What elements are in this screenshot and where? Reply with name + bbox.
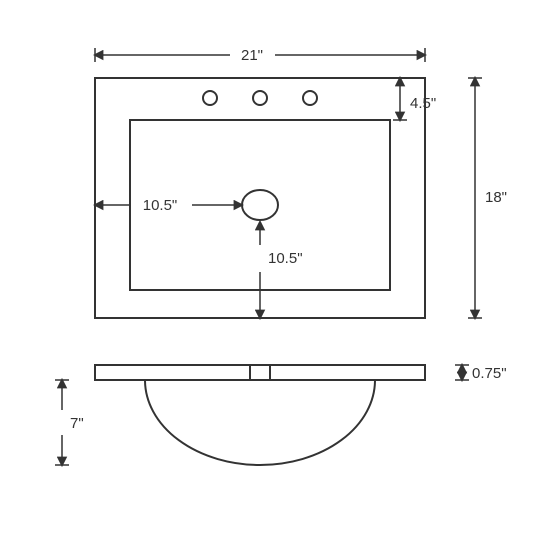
faucet-hole-center — [253, 91, 267, 105]
sink-diagram: 21" 18" 4.5" 10.5" 10.5" — [0, 0, 550, 550]
dim-thickness-label: 0.75" — [472, 365, 507, 382]
dim-depth: 7" — [55, 380, 84, 465]
dim-drain-bottom: 10.5" — [260, 222, 303, 318]
dim-depth-label: 7" — [70, 415, 84, 432]
dim-drain-bottom-label: 10.5" — [268, 250, 303, 267]
drain-hole — [242, 190, 278, 220]
dim-thickness: 0.75" — [455, 365, 507, 382]
dim-width: 21" — [95, 47, 425, 64]
dim-top-offset: 4.5" — [393, 78, 436, 120]
dim-height-label: 18" — [485, 189, 507, 206]
faucet-hole-left — [203, 91, 217, 105]
dim-drain-left: 10.5" — [95, 197, 242, 214]
bowl-arc — [145, 380, 375, 465]
dim-height: 18" — [468, 78, 507, 318]
side-view — [95, 365, 425, 465]
dim-width-label: 21" — [241, 47, 263, 64]
faucet-hole-right — [303, 91, 317, 105]
dim-drain-left-label: 10.5" — [143, 197, 178, 214]
dim-top-offset-label: 4.5" — [410, 95, 436, 112]
